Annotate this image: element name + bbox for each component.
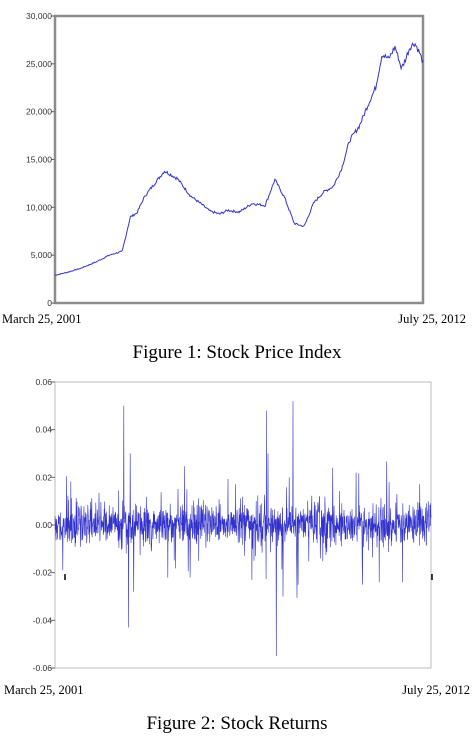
chart-1-y-tick-label: 25,000 <box>26 59 52 69</box>
chart-1-y-tick-label: 10,000 <box>26 202 52 212</box>
chart-1-price-series-line <box>54 42 424 276</box>
chart-2-y-tick-label: 0.04 <box>35 425 52 435</box>
chart-2-returns-series-line <box>54 401 432 657</box>
figure-2-stock-returns: -0.06 -0.04 -0.02 0.00 0.02 0.04 0.06 March 25… <box>4 377 470 734</box>
chart-2-y-tick-label: 0.02 <box>35 472 52 482</box>
chart-1-y-tick-label: 0 <box>47 298 52 308</box>
chart-2-caption: Figure 2: Stock Returns <box>146 713 327 734</box>
chart-1-x-start-label: March 25, 2001 <box>2 312 82 326</box>
chart-2-y-tick-label: -0.06 <box>33 663 53 673</box>
chart-1-y-tick-label: 20,000 <box>26 107 52 117</box>
chart-1-y-tick-label: 5,000 <box>31 250 53 260</box>
chart-2-y-tick-label: -0.04 <box>33 615 53 625</box>
chart-2-x-start-label: March 25, 2001 <box>4 683 84 697</box>
chart-1-plot-area <box>53 14 425 305</box>
chart-2-y-tick-label: -0.02 <box>33 568 53 578</box>
chart-1-y-ticks: 0 5,000 10,000 15,000 20,000 25,000 30,000 <box>26 11 55 308</box>
chart-1-y-tick-label: 15,000 <box>26 155 52 165</box>
chart-1-y-tick-label: 30,000 <box>26 11 52 21</box>
chart-1-x-end-label: July 25, 2012 <box>398 312 466 326</box>
chart-2-y-tick-label: 0.06 <box>35 377 52 387</box>
chart-1-caption: Figure 1: Stock Price Index <box>133 342 342 363</box>
chart-2-x-end-label: July 25, 2012 <box>402 683 470 697</box>
chart-2-y-tick-label: 0.00 <box>35 520 52 530</box>
chart-2-y-ticks: -0.06 -0.04 -0.02 0.00 0.02 0.04 0.06 <box>33 377 55 673</box>
figure-1-price-index: 0 5,000 10,000 15,000 20,000 25,000 30,000 Mar… <box>2 11 466 363</box>
